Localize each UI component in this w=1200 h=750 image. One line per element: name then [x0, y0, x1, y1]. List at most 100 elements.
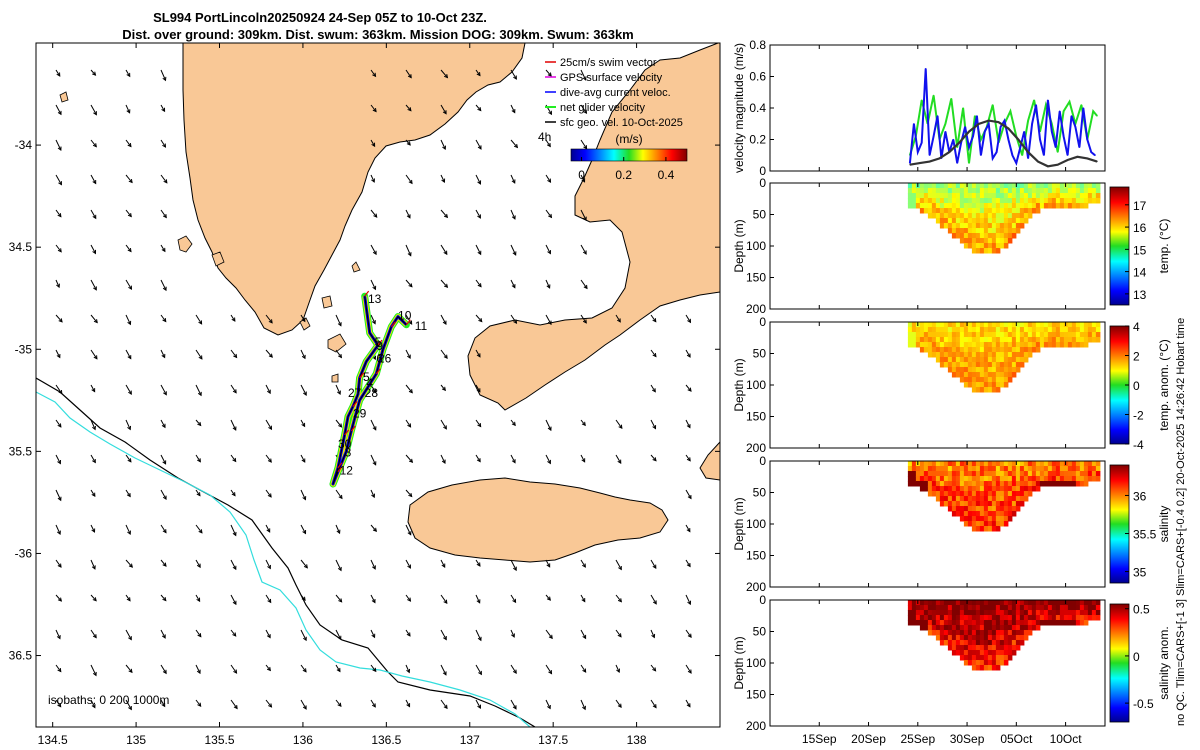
section-cell: [931, 352, 937, 358]
section-cell: [979, 526, 985, 532]
section-cell: [959, 188, 965, 194]
section-cell: [907, 610, 913, 616]
section-cell: [947, 630, 953, 636]
section-cell: [1075, 183, 1081, 189]
section-cell: [995, 645, 1001, 651]
section-cell: [1083, 203, 1089, 209]
section-cell: [991, 476, 997, 482]
section-cell: [911, 605, 917, 611]
section-cell: [995, 620, 1001, 626]
quiver-arrow-head: [161, 634, 166, 639]
section-cell: [1035, 620, 1041, 626]
quiver-arrow-shaft: [195, 559, 201, 568]
section-cell: [1051, 183, 1057, 189]
quiver-arrow-shaft: [475, 69, 481, 76]
section-cell: [1035, 332, 1041, 338]
section-cell: [923, 471, 929, 477]
quiver-arrow-head: [687, 494, 692, 500]
quiver-arrow-head: [583, 145, 588, 150]
section-cell: [991, 620, 997, 626]
section-cell: [991, 327, 997, 333]
section-cell: [983, 471, 989, 477]
section-cell: [987, 476, 993, 482]
velocity-point: [1086, 157, 1088, 159]
quiver-arrow-shaft: [370, 524, 377, 532]
section-cell: [1063, 466, 1069, 472]
section-cell: [987, 610, 993, 616]
section-cell: [1007, 461, 1013, 467]
section-cell: [951, 481, 957, 487]
velocity-point: [1039, 138, 1041, 141]
velocity-point: [999, 126, 1002, 128]
section-cell: [1095, 198, 1101, 204]
section-cell: [999, 625, 1005, 631]
section-cell: [975, 625, 981, 631]
quiver-arrow-head: [58, 181, 62, 186]
section-cell: [1051, 337, 1057, 343]
section-cell: [1011, 511, 1017, 517]
section-cell: [1083, 471, 1089, 477]
quiver-arrow-shaft: [545, 69, 552, 77]
section-cell: [971, 372, 977, 378]
section-cell: [947, 198, 953, 204]
section-y-tick-label: 0: [759, 593, 766, 607]
section-cell: [907, 332, 913, 338]
section-cell: [1011, 471, 1017, 477]
section-cell: [1027, 332, 1033, 338]
section-cell: [975, 193, 981, 199]
track-day-label: 28: [365, 386, 379, 400]
section-colorbar-tick-label: 13: [1133, 288, 1147, 302]
quiver-arrow-shaft: [405, 104, 412, 112]
section-cell: [1091, 198, 1097, 204]
colorbar-title: (m/s): [615, 132, 642, 146]
legend-geo-velocity: sfc geo. vel. 10-Oct-2025: [560, 117, 683, 129]
section-cell: [911, 203, 917, 209]
section-cell: [939, 327, 945, 333]
velocity-point: [956, 146, 958, 148]
section-cell: [939, 337, 945, 343]
section-cell: [987, 377, 993, 383]
section-cell: [923, 476, 929, 482]
section-cell: [995, 228, 1001, 234]
section-cell: [1003, 511, 1009, 517]
section-cell: [907, 605, 913, 611]
section-cell: [1019, 203, 1025, 209]
section-cell: [963, 476, 969, 482]
section-cell: [983, 188, 989, 194]
quiver-arrow-head: [336, 667, 341, 673]
section-cell: [991, 481, 997, 487]
section-cell: [919, 322, 925, 328]
quiver-arrow-head: [441, 563, 446, 568]
section-cell: [991, 600, 997, 606]
section-cell: [959, 218, 965, 224]
quiver-arrow-head: [266, 634, 271, 639]
quiver-arrow-head: [548, 213, 553, 219]
section-cell: [971, 347, 977, 353]
section-cell: [947, 610, 953, 616]
quiver-arrow-shaft: [510, 209, 516, 220]
section-cell: [1071, 327, 1077, 333]
quiver-arrow-shaft: [475, 594, 481, 604]
section-cell: [987, 600, 993, 606]
section-cell: [1047, 610, 1053, 616]
section-cell: [1051, 615, 1057, 621]
quiver-arrow-head: [513, 75, 517, 80]
section-cell: [979, 198, 985, 204]
section-cell: [983, 228, 989, 234]
section-cell: [1059, 600, 1065, 606]
section-cell: [987, 650, 993, 656]
section-cell: [995, 526, 1001, 532]
section-cell: [1027, 476, 1033, 482]
section-cell: [939, 347, 945, 353]
section-cell: [943, 352, 949, 358]
velocity-point: [1070, 115, 1073, 117]
quiver-arrow-shaft: [475, 349, 481, 358]
section-cell: [959, 476, 965, 482]
section-cell: [999, 461, 1005, 467]
quiver-arrow-shaft: [370, 699, 376, 708]
quiver-arrow-head: [128, 563, 133, 568]
quiver-arrow-shaft: [90, 244, 96, 254]
section-cell: [1067, 620, 1073, 626]
section-cell: [955, 605, 961, 611]
velocity-point: [1017, 138, 1019, 141]
